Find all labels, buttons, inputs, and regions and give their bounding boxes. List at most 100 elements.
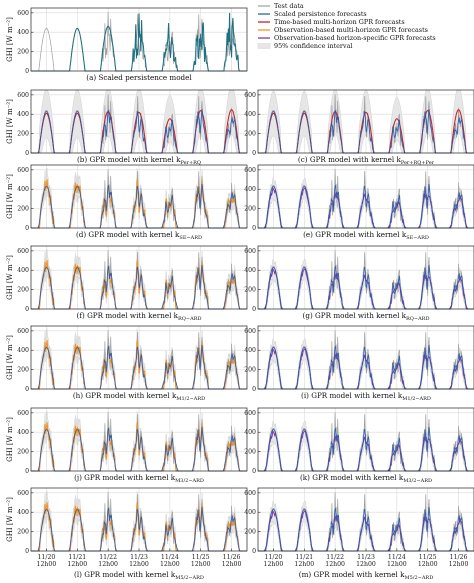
kernel-subscript: M3/2−ARD xyxy=(403,478,432,484)
y-axis-label: GHI [W m⁻²] xyxy=(6,255,14,300)
y-tick-label: 0 xyxy=(25,468,29,475)
x-tick-date: 11/22 xyxy=(326,554,344,561)
panel-frame xyxy=(30,7,248,72)
x-tick-time: 12h00 xyxy=(98,561,118,568)
y-tick-label: 0 xyxy=(25,306,29,313)
y-tick-label: 200 xyxy=(17,367,29,374)
y-tick-label: 400 xyxy=(244,186,256,193)
panel-frame xyxy=(30,89,248,154)
panel-caption-text: (a) Scaled persistence model xyxy=(86,73,192,82)
panel-frame xyxy=(257,407,474,472)
y-tick-label: 400 xyxy=(244,267,256,274)
x-tick-date: 11/24 xyxy=(161,554,179,561)
y-tick-label: 200 xyxy=(244,529,256,536)
panel-caption: (f) GPR model with kernel kRQ−ARD xyxy=(77,311,202,322)
x-tick-time: 12h00 xyxy=(387,561,407,568)
panel-frame xyxy=(30,164,248,229)
grid xyxy=(258,488,474,551)
y-tick-label: 600 xyxy=(17,92,29,99)
y-tick-label: 0 xyxy=(25,548,29,555)
y-tick-label: 600 xyxy=(17,10,29,17)
panel-frame xyxy=(257,164,474,229)
panel-caption-text: (e) GPR model with kernel k xyxy=(303,230,407,239)
panel-frame xyxy=(30,407,248,472)
panel-caption-text: (c) GPR model with kernel k xyxy=(298,155,402,164)
y-tick-label: 0 xyxy=(25,386,29,393)
y-tick-label: 200 xyxy=(17,49,29,56)
y-tick-label: 200 xyxy=(17,287,29,294)
legend-swatch xyxy=(257,43,271,49)
kernel-subscript: SE−ARD xyxy=(406,235,429,241)
y-axis-label: GHI [W m⁻²] xyxy=(6,17,14,62)
x-tick-time: 12h00 xyxy=(67,561,87,568)
y-tick-label: 400 xyxy=(17,509,29,516)
x-tick-time: 12h00 xyxy=(191,561,211,568)
panel-frame xyxy=(257,245,474,310)
y-tick-label: 400 xyxy=(17,429,29,436)
y-tick-label: 600 xyxy=(244,167,256,174)
panel-i: 0 200 400 600 (i) GPR model with kernel kM1/… xyxy=(244,325,474,402)
panel-caption: (m) GPR model with kernel kM5/2−ARD xyxy=(299,570,433,581)
x-tick-time: 12h00 xyxy=(449,561,469,568)
x-tick-date: 11/20 xyxy=(38,554,56,561)
y-axis-label: GHI [W m⁻²] xyxy=(6,335,14,380)
kernel-subscript: M3/2−ARD xyxy=(175,478,204,484)
legend-label: Test data xyxy=(274,2,304,10)
x-tick-date: 11/20 xyxy=(265,554,283,561)
y-tick-label: 600 xyxy=(17,248,29,255)
x-tick-date: 11/21 xyxy=(295,554,313,561)
kernel-subscript: RQ−ARD xyxy=(178,316,201,322)
y-tick-label: 0 xyxy=(252,306,256,313)
panel-e: 0 200 400 600 (e) GPR model with kernel kSE−… xyxy=(244,164,474,241)
y-tick-label: 0 xyxy=(252,548,256,555)
panel-caption: (a) Scaled persistence model xyxy=(86,73,192,82)
y-axis-label: GHI [W m⁻²] xyxy=(6,99,14,144)
legend-label: Observation-based horizon-specific GPR f… xyxy=(274,34,436,42)
kernel-subscript: RQ−ARD xyxy=(406,316,429,322)
y-tick-label: 600 xyxy=(244,490,256,497)
y-tick-label: 600 xyxy=(244,92,256,99)
legend-label: Observation-based multi-horizon GPR fore… xyxy=(274,26,428,34)
panel-caption-text: (h) GPR model with kernel k xyxy=(73,391,177,400)
panel-caption: (d) GPR model with kernel kSE−ARD xyxy=(76,230,202,241)
panel-m: 0 200 400 600 (m) GPR model with kernel kM5/… xyxy=(244,487,474,581)
x-tick-time: 12h00 xyxy=(37,561,57,568)
x-tick-date: 11/26 xyxy=(450,554,468,561)
y-tick-label: 600 xyxy=(17,328,29,335)
y-tick-label: 0 xyxy=(252,468,256,475)
x-tick-date: 11/21 xyxy=(68,554,86,561)
panel-frame xyxy=(30,325,248,390)
panel-caption-text: (j) GPR model with kernel k xyxy=(74,473,176,482)
y-tick-label: 0 xyxy=(252,386,256,393)
y-tick-label: 600 xyxy=(244,410,256,417)
y-tick-label: 400 xyxy=(17,267,29,274)
x-tick-date: 11/25 xyxy=(192,554,210,561)
y-tick-label: 0 xyxy=(252,225,256,232)
panel-frame xyxy=(30,245,248,310)
x-tick-time: 12h00 xyxy=(294,561,314,568)
panel-caption: (l) GPR model with kernel kM5/2−ARD xyxy=(74,570,204,581)
y-axis-label: GHI [W m⁻²] xyxy=(6,417,14,462)
x-tick-time: 12h00 xyxy=(418,561,438,568)
y-tick-label: 200 xyxy=(17,206,29,213)
x-tick-date: 11/26 xyxy=(223,554,241,561)
y-tick-label: 200 xyxy=(17,449,29,456)
kernel-subscript: M1/2−ARD xyxy=(402,396,431,402)
x-tick-time: 12h00 xyxy=(356,561,376,568)
panel-caption: (g) GPR model with kernel kRQ−ARD xyxy=(303,311,430,322)
y-tick-label: 200 xyxy=(244,449,256,456)
panel-caption-text: (g) GPR model with kernel k xyxy=(303,311,407,320)
y-tick-label: 200 xyxy=(17,131,29,138)
x-tick-date: 11/23 xyxy=(357,554,375,561)
panel-c: 0 200 400 600 (c) GPR model with kernel kPer… xyxy=(244,89,474,166)
y-tick-label: 200 xyxy=(244,287,256,294)
panel-caption: (b) GPR model with kernel kPer+RQ xyxy=(77,155,201,166)
y-tick-label: 200 xyxy=(244,131,256,138)
y-tick-label: 0 xyxy=(252,150,256,157)
